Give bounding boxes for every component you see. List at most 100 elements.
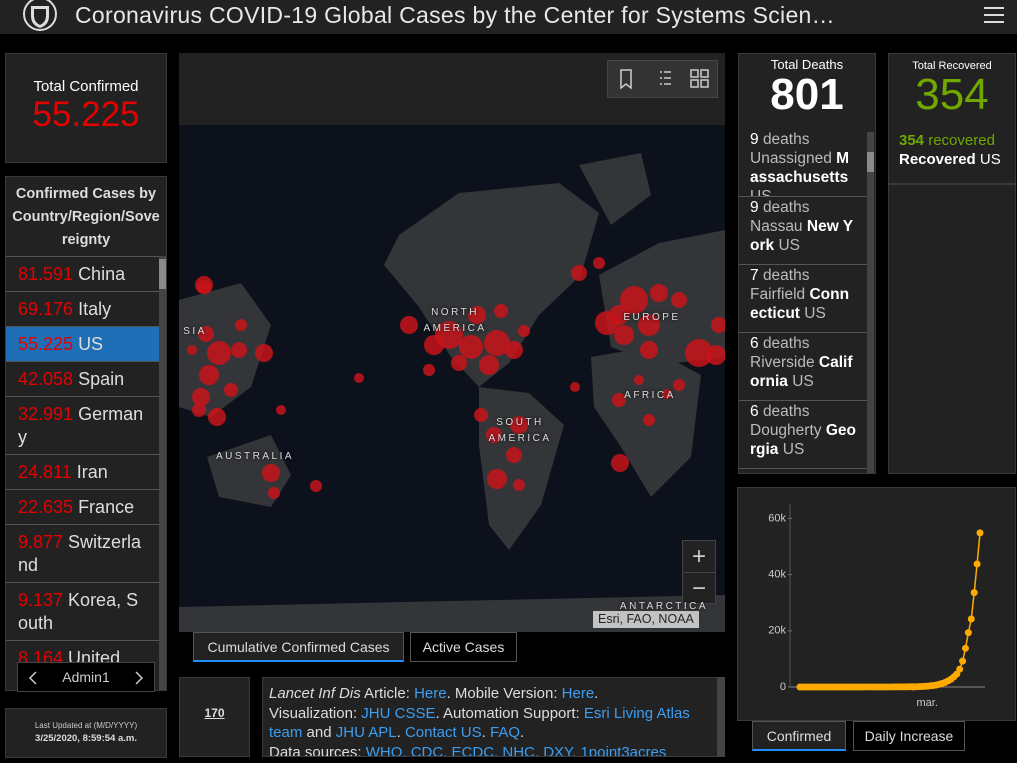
next-button[interactable] xyxy=(134,671,144,685)
case-circle[interactable] xyxy=(505,341,523,359)
case-circle[interactable] xyxy=(513,479,525,491)
case-circle[interactable] xyxy=(451,355,467,371)
tab[interactable]: Cumulative Confirmed Cases xyxy=(193,632,404,662)
country-item[interactable]: 9.137 Korea, South xyxy=(6,582,159,640)
scrollbar-thumb[interactable] xyxy=(867,152,874,172)
info-link[interactable]: JHU APL xyxy=(335,724,397,741)
case-circle[interactable] xyxy=(310,480,322,492)
case-circle[interactable] xyxy=(199,365,219,385)
case-circle[interactable] xyxy=(510,416,528,434)
case-circle[interactable] xyxy=(611,454,629,472)
menu-button[interactable] xyxy=(984,6,1006,26)
country-item[interactable]: 24.811 Iran xyxy=(6,454,159,489)
case-circle[interactable] xyxy=(268,487,280,499)
scrollbar[interactable] xyxy=(717,677,725,757)
case-circle[interactable] xyxy=(487,469,507,489)
case-circle[interactable] xyxy=(423,364,435,376)
case-circle[interactable] xyxy=(638,314,660,336)
case-circle[interactable] xyxy=(208,408,226,426)
case-circle[interactable] xyxy=(620,286,648,314)
death-item[interactable]: 6 deaths Dougherty Georgia US xyxy=(739,401,867,469)
total-deaths-label: Total Deaths xyxy=(770,57,844,72)
scrollbar[interactable] xyxy=(159,256,166,690)
counter-value[interactable]: 170 xyxy=(204,706,225,720)
case-circle[interactable] xyxy=(595,311,619,335)
tab[interactable]: Confirmed xyxy=(752,721,846,751)
map-tool-icons[interactable] xyxy=(608,61,719,99)
case-circle[interactable] xyxy=(435,321,463,349)
country-item[interactable]: 69.176 Italy xyxy=(6,291,159,326)
case-circle[interactable] xyxy=(634,375,644,385)
case-circle[interactable] xyxy=(231,342,247,358)
case-circle[interactable] xyxy=(459,335,483,359)
total-recovered-value: 354 xyxy=(915,70,989,119)
info-link[interactable]: Here xyxy=(561,685,595,702)
death-item[interactable]: 9 deaths Nassau New York US xyxy=(739,197,867,265)
info-link[interactable]: Contact US xyxy=(404,724,482,741)
case-circle[interactable] xyxy=(197,280,211,294)
case-circle[interactable] xyxy=(571,265,587,281)
case-circle[interactable] xyxy=(235,319,247,331)
case-circle[interactable] xyxy=(354,373,364,383)
case-circle[interactable] xyxy=(614,325,634,345)
case-circle[interactable] xyxy=(400,316,418,334)
country-item[interactable]: 22.635 France xyxy=(6,489,159,524)
country-item[interactable]: 9.877 Switzerland xyxy=(6,524,159,582)
case-circle[interactable] xyxy=(593,257,605,269)
death-item[interactable]: 9 deaths Unassigned Massachusetts US xyxy=(739,129,867,197)
country-item[interactable]: 42.058 Spain xyxy=(6,361,159,396)
recovered-item[interactable]: 354 recovered Recovered US xyxy=(899,131,1005,169)
info-link[interactable]: Esri Living Atlas team xyxy=(269,704,690,742)
case-circle[interactable] xyxy=(474,408,488,422)
case-circle[interactable] xyxy=(706,345,725,365)
zoom-in[interactable]: + xyxy=(683,541,715,573)
scrollbar[interactable] xyxy=(867,132,874,473)
case-circle[interactable] xyxy=(506,447,522,463)
case-circle[interactable] xyxy=(494,304,508,318)
death-item[interactable]: 6 deaths Riverside California US xyxy=(739,333,867,401)
case-circle[interactable] xyxy=(673,379,685,391)
case-circle[interactable] xyxy=(486,427,502,443)
zoom-out[interactable]: − xyxy=(691,575,706,602)
map[interactable] xyxy=(179,125,725,632)
case-circle[interactable] xyxy=(192,403,206,417)
country-item[interactable]: 55.225 US xyxy=(6,326,159,361)
case-circle[interactable] xyxy=(192,388,210,406)
case-circle[interactable] xyxy=(198,326,214,342)
case-circle[interactable] xyxy=(518,325,530,337)
tab[interactable]: Active Cases xyxy=(410,632,517,662)
info-link[interactable]: FAQ xyxy=(489,724,520,741)
total-deaths-value: 801 xyxy=(770,70,844,119)
info-link[interactable]: WHO, CDC, ECDC, NHC, DXY, 1point3acres xyxy=(365,743,667,757)
case-circle[interactable] xyxy=(276,405,286,415)
country-item[interactable]: 81.591 China xyxy=(6,256,159,291)
case-circle[interactable] xyxy=(479,355,499,375)
case-circle[interactable] xyxy=(262,464,280,482)
case-circle[interactable] xyxy=(255,344,273,362)
total-confirmed: Total Confirmed 55.225 xyxy=(5,53,167,163)
prev-button[interactable] xyxy=(28,671,38,685)
case-circle[interactable] xyxy=(662,389,672,399)
case-circle[interactable] xyxy=(650,284,668,302)
case-circle[interactable] xyxy=(468,306,486,324)
tab[interactable]: Daily Increase xyxy=(853,721,965,751)
case-circle[interactable] xyxy=(187,345,197,355)
info-link[interactable]: Here xyxy=(414,685,447,702)
info-link[interactable]: JHU CSSE xyxy=(361,704,436,722)
case-circle[interactable] xyxy=(643,414,655,426)
case-circle[interactable] xyxy=(570,382,580,392)
case-circle[interactable] xyxy=(224,383,238,397)
case-circle[interactable] xyxy=(484,330,510,356)
scrollbar-thumb[interactable] xyxy=(159,259,166,289)
case-circle[interactable] xyxy=(711,317,725,333)
country-item[interactable]: 32.991 Germany xyxy=(6,396,159,454)
case-circle[interactable] xyxy=(640,341,658,359)
death-item[interactable]: 7 deaths Fairfield Connecticut US xyxy=(739,265,867,333)
case-circle[interactable] xyxy=(207,341,231,365)
case-circle[interactable] xyxy=(612,393,626,407)
info-text: . xyxy=(396,724,405,741)
case-circle[interactable] xyxy=(671,292,687,308)
case-circle[interactable] xyxy=(685,339,713,367)
country-count: 55.225 xyxy=(18,334,74,354)
death-count: 6 xyxy=(750,335,759,352)
